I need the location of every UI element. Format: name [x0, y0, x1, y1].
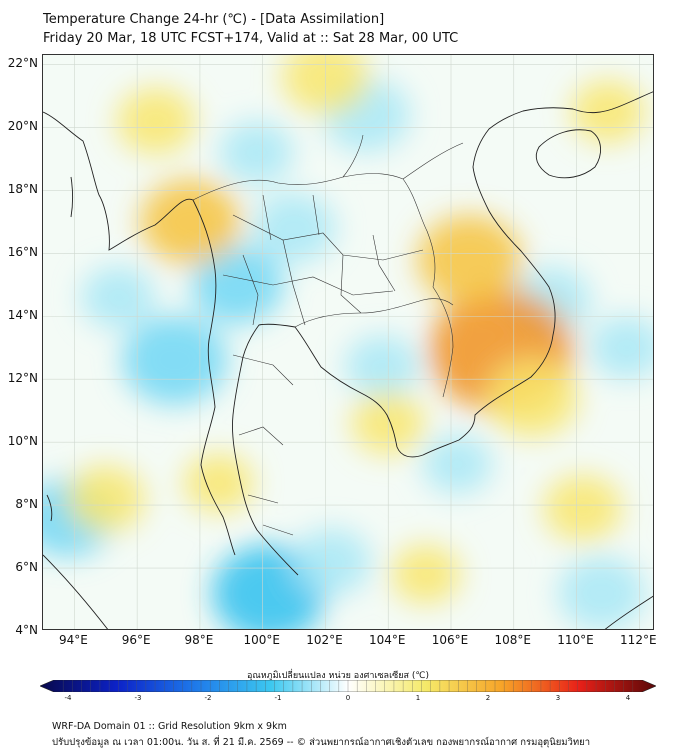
- lon-label: 96°E: [121, 633, 151, 647]
- lat-label: 14°N: [7, 308, 38, 323]
- warm-anomaly-7: [66, 465, 145, 533]
- coastline-andaman: [43, 111, 236, 556]
- cool-anomaly-12: [422, 434, 493, 494]
- coastline-vietnam: [458, 107, 574, 441]
- colorbar-tick-label: 1: [415, 694, 421, 702]
- warm-anomaly-8: [543, 474, 623, 542]
- warm-anomaly-5: [116, 87, 196, 155]
- warm-anomaly-1: [417, 215, 523, 305]
- lat-label: 8°N: [15, 497, 38, 512]
- warm-anomaly-9: [183, 453, 254, 513]
- warm-anomaly-2: [140, 179, 241, 265]
- cool-anomaly-8: [558, 556, 646, 629]
- colorbar-segments: [63, 680, 633, 692]
- cool-anomaly-13: [589, 316, 653, 380]
- lat-label: 6°N: [15, 560, 38, 575]
- lon-label: 104°E: [368, 633, 406, 647]
- coastline-china: [572, 91, 653, 114]
- lon-label: 98°E: [184, 633, 214, 647]
- warm-anomaly-11: [391, 544, 461, 604]
- lat-label: 22°N: [7, 56, 38, 71]
- cool-anomaly-3: [252, 192, 336, 264]
- lat-label: 18°N: [7, 182, 38, 197]
- colorbar-tick-label: -4: [64, 694, 72, 702]
- footer-model-info: WRF-DA Domain 01 :: Grid Resolution 9km …: [52, 721, 287, 732]
- coastline-borneo: [604, 595, 653, 629]
- lon-label: 94°E: [58, 633, 88, 647]
- admin-borders: [192, 134, 464, 536]
- cool-anomaly-10: [81, 265, 156, 329]
- lat-label: 4°N: [15, 623, 38, 637]
- temperature-change-map[interactable]: [42, 54, 654, 630]
- colorbar-tick-label: 4: [625, 694, 631, 702]
- cool-anomaly-6: [344, 335, 419, 399]
- lat-label: 16°N: [7, 245, 38, 260]
- map-canvas: [43, 55, 653, 629]
- lon-label: 100°E: [243, 633, 280, 647]
- lat-label: 10°N: [7, 434, 38, 449]
- colorbar-tick-label: 3: [555, 694, 561, 702]
- coastline-sumatra: [43, 554, 109, 629]
- lon-label: 110°E: [557, 633, 594, 647]
- colorbar-title: อุณหภูมิเปลี่ยนแปลง หน่วย องศาเซลเซียส (…: [246, 671, 430, 681]
- lon-label: 108°E: [494, 633, 532, 647]
- lon-label: 106°E: [431, 633, 469, 647]
- colorbar-tick-label: -2: [204, 694, 212, 702]
- temperature-field: [43, 55, 653, 629]
- cool-anomaly-1: [122, 315, 228, 405]
- lon-label: 102°E: [306, 633, 343, 647]
- colorbar-tick-label: 2: [485, 694, 491, 702]
- lat-label: 20°N: [7, 119, 38, 134]
- lat-label: 12°N: [7, 371, 38, 386]
- warm-anomaly-3: [486, 359, 579, 438]
- cool-anomaly-11: [219, 121, 294, 185]
- colorbar-tick-label: 0: [345, 694, 351, 702]
- coastline-hainan: [535, 129, 601, 179]
- footer-update-info: ปรับปรุงข้อมูล ณ เวลา 01:00น. วัน ส. ที่…: [52, 737, 591, 748]
- coastline-andaman-islands: [46, 176, 73, 522]
- lon-label: 112°E: [620, 633, 657, 647]
- colorbar-tick-label: -1: [274, 694, 282, 702]
- map-gridlines: [43, 55, 653, 629]
- coastlines: [43, 91, 653, 629]
- chart-subtitle: Friday 20 Mar, 18 UTC FCST+174, Valid at…: [43, 31, 459, 46]
- chart-title: Temperature Change 24-hr (℃) - [Data Ass…: [43, 12, 385, 27]
- colorbar: [40, 680, 656, 692]
- cool-anomaly-9: [292, 528, 371, 596]
- colorbar-tick-label: -3: [134, 694, 142, 702]
